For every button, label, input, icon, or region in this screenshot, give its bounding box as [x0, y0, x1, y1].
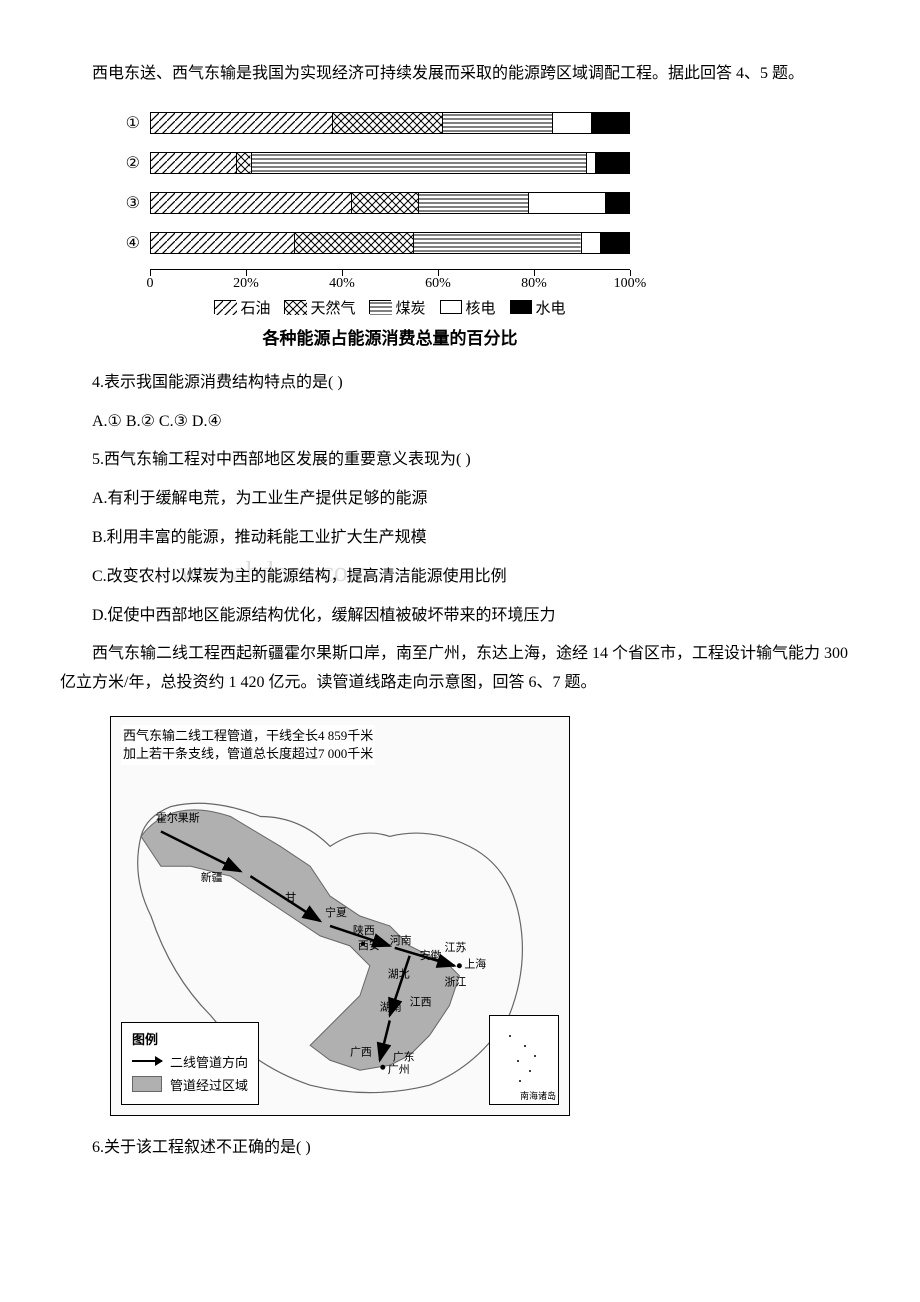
bar-track [150, 112, 630, 134]
bar-row: ④ [110, 229, 670, 257]
bar-label: ② [110, 153, 150, 173]
label-shaanxi: 陕西 [353, 923, 375, 937]
q5-text: 5.西气东输工程对中西部地区发展的重要意义表现为( ) [60, 446, 860, 475]
bar-track [150, 232, 630, 254]
q5-opt-c: C.改变农村以煤炭为主的能源结构，提高清洁能源使用比例 [60, 563, 860, 592]
q5-opt-d: D.促使中西部地区能源结构优化，缓解因植被破坏带来的环境压力 [60, 602, 860, 631]
q4-text: 4.表示我国能源消费结构特点的是( ) [60, 369, 860, 398]
bar-segment [443, 112, 553, 134]
label-horgos: 霍尔果斯 [156, 811, 200, 824]
map-legend: 图例 二线管道方向 管道经过区域 [121, 1022, 259, 1105]
bar-segment [352, 192, 419, 214]
q5-opt-a: A.有利于缓解电荒，为工业生产提供足够的能源 [60, 485, 860, 514]
label-shanghai: 上海 [464, 957, 486, 971]
legend-nuclear: 核电 [440, 297, 496, 318]
energy-chart: ① ② ③ ④ 0 20% 40% 60% 80% 100% 石油 天然气 煤炭 核电 水电 各… [110, 109, 670, 349]
axis-label: 40% [329, 276, 355, 292]
label-jiangxi: 江西 [410, 996, 432, 1009]
label-henan: 河南 [390, 934, 412, 947]
bar-segment [151, 112, 333, 134]
bar-track [150, 192, 630, 214]
bar-segment [592, 112, 630, 134]
bar-segment [237, 152, 251, 174]
bar-segment [596, 152, 630, 174]
label-xinjiang: 新疆 [201, 870, 223, 884]
axis-label: 80% [521, 276, 547, 292]
city-dot-guangzhou [380, 1065, 385, 1070]
axis-label: 100% [614, 276, 647, 292]
pipeline-map: 西气东输二线工程管道，干线全长4 859千米 加上若干条支线，管道总长度超过7 … [110, 716, 570, 1116]
label-guangdong: 广东 [393, 1050, 415, 1063]
bar-segment [419, 192, 529, 214]
q4-options: A.① B.② C.③ D.④ [60, 408, 860, 437]
bar-row: ② [110, 149, 670, 177]
bar-segment [151, 192, 352, 214]
city-dot-shanghai [457, 963, 462, 968]
q6-text: 6.关于该工程叙述不正确的是( ) [60, 1134, 860, 1163]
bar-label: ④ [110, 233, 150, 253]
chart-legend: 石油 天然气 煤炭 核电 水电 [150, 297, 630, 318]
x-axis: 020%40%60%80%100% [150, 269, 630, 289]
axis-label: 60% [425, 276, 451, 292]
map-inset: 南海诸岛 [489, 1015, 559, 1105]
bar-segment [587, 152, 597, 174]
bar-row: ① [110, 109, 670, 137]
label-gansu: 甘 [285, 891, 296, 904]
legend-region-row: 管道经过区域 [132, 1075, 248, 1094]
q5-opt-b: B.利用丰富的能源，推动耗能工业扩大生产规模 [60, 524, 860, 553]
label-anhui: 安徽 [420, 948, 442, 962]
bar-segment [151, 232, 295, 254]
label-guangzhou: 广州 [388, 1063, 410, 1076]
bar-segment [601, 232, 630, 254]
bar-segment [333, 112, 443, 134]
city-dot-xian [361, 942, 365, 946]
bar-segment [606, 192, 630, 214]
label-jiangsu: 江苏 [444, 941, 466, 954]
bar-label: ① [110, 113, 150, 133]
bar-segment [582, 232, 601, 254]
bar-segment [529, 192, 606, 214]
label-guangxi: 广西 [350, 1045, 372, 1058]
chart-bars: ① ② ③ ④ [110, 109, 670, 257]
label-hunan: 湖南 [380, 1000, 402, 1013]
legend-hydro: 水电 [510, 297, 566, 318]
map-caption: 西气东输二线工程管道，干线全长4 859千米 加上若干条支线，管道总长度超过7 … [121, 725, 375, 765]
legend-oil: 石油 [214, 297, 270, 318]
region-swatch-icon [132, 1076, 162, 1092]
label-zhejiang: 浙江 [444, 976, 466, 989]
bar-segment [295, 232, 415, 254]
axis-label: 0 [147, 276, 154, 292]
arrow-swatch-icon [132, 1060, 162, 1062]
bar-segment [252, 152, 587, 174]
bar-segment [553, 112, 591, 134]
axis-label: 20% [233, 276, 259, 292]
bar-segment [414, 232, 582, 254]
intro-q67: 西气东输二线工程西起新疆霍尔果斯口岸，南至广州，东达上海，途经 14 个省区市，… [60, 640, 860, 698]
bar-row: ③ [110, 189, 670, 217]
legend-coal: 煤炭 [369, 297, 425, 318]
chart-title: 各种能源占能源消费总量的百分比 [150, 324, 630, 349]
legend-gas: 天然气 [284, 297, 355, 318]
bar-label: ③ [110, 193, 150, 213]
intro-q45: 西电东送、西气东输是我国为实现经济可持续发展而采取的能源跨区域调配工程。据此回答… [60, 60, 860, 89]
legend-arrow-row: 二线管道方向 [132, 1052, 248, 1071]
label-ningxia: 宁夏 [325, 905, 347, 919]
bar-track [150, 152, 630, 174]
label-hubei: 湖北 [388, 968, 410, 981]
bar-segment [151, 152, 237, 174]
